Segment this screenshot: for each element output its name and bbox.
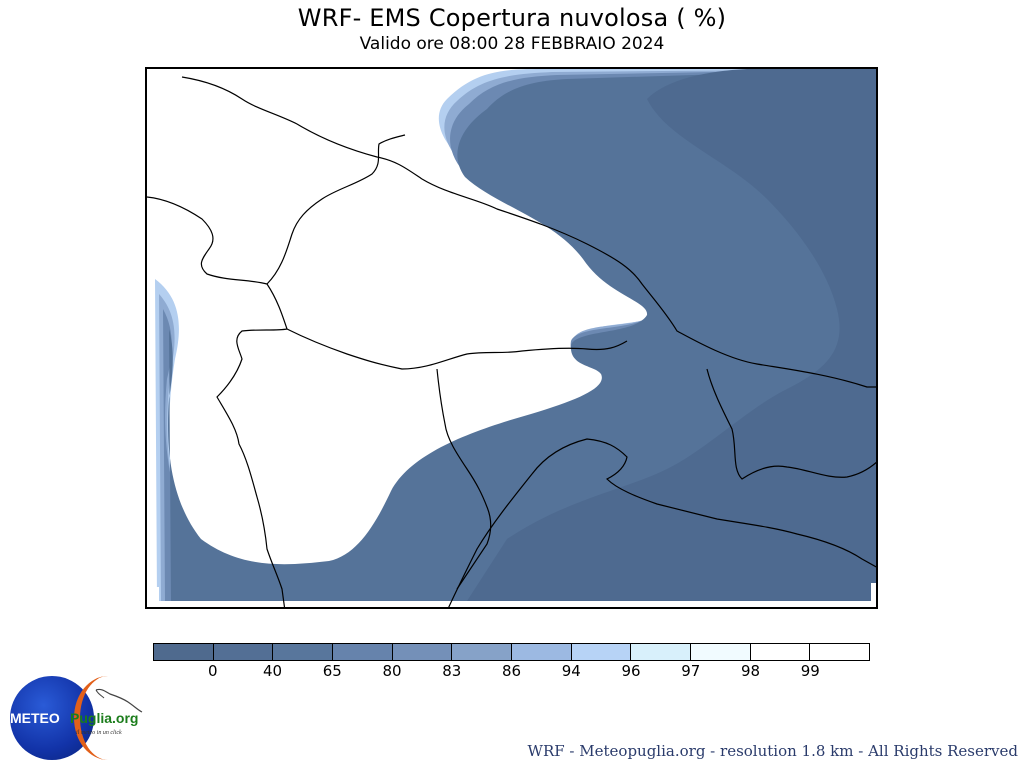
legend-swatch bbox=[512, 644, 572, 660]
legend-tick-label: 40 bbox=[262, 662, 283, 680]
logo-word-puglia: Puglia.org bbox=[70, 710, 139, 726]
bottom-right-gap bbox=[871, 583, 876, 607]
legend-tick-label: 86 bbox=[501, 662, 522, 680]
legend-swatch bbox=[213, 644, 274, 660]
legend-swatch bbox=[452, 644, 513, 660]
bottom-left-gap bbox=[147, 587, 159, 607]
coast-east bbox=[706, 368, 876, 480]
border-a bbox=[147, 196, 628, 370]
legend-swatch bbox=[691, 644, 751, 660]
legend-tick-labels: 0 40 65 80 83 86 94 96 97 98 99 bbox=[153, 662, 870, 682]
coastlines-borders bbox=[147, 76, 876, 607]
legend-tick-label: 83 bbox=[442, 662, 462, 680]
cloud-cover-layers bbox=[155, 69, 876, 601]
chart-title: WRF- EMS Copertura nuvolosa ( %) bbox=[297, 4, 727, 32]
border-c bbox=[216, 328, 288, 607]
legend-tick-label: 98 bbox=[740, 662, 761, 680]
legend-colorbar bbox=[153, 643, 870, 661]
legend-swatch bbox=[392, 644, 453, 660]
coastline-south bbox=[448, 438, 876, 607]
legend-swatch bbox=[631, 644, 692, 660]
legend-swatch bbox=[154, 644, 214, 660]
legend-tick-label: 94 bbox=[561, 662, 581, 680]
legend-tick-label: 65 bbox=[322, 662, 342, 680]
chart-subtitle: Valido ore 08:00 28 FEBBRAIO 2024 bbox=[359, 34, 665, 54]
legend-tick-label: 97 bbox=[681, 662, 701, 680]
legend-tick-label: 0 bbox=[207, 662, 218, 680]
coastline-north bbox=[181, 76, 876, 388]
cloud-dense-area bbox=[467, 69, 876, 601]
legend-tick-label: 96 bbox=[621, 662, 641, 680]
meteopuglia-logo: METEO Puglia.org il meteo in un click bbox=[6, 676, 146, 762]
footer-credits: WRF - Meteopuglia.org - resolution 1.8 k… bbox=[527, 742, 1018, 760]
cloud-cover-map bbox=[145, 67, 878, 609]
legend-swatch bbox=[571, 644, 632, 660]
logo-word-meteo: METEO bbox=[10, 710, 60, 726]
legend-tick-label: 99 bbox=[800, 662, 820, 680]
puglia-outline-icon bbox=[95, 688, 143, 713]
legend-swatch bbox=[333, 644, 393, 660]
legend-swatch bbox=[273, 644, 334, 660]
legend-swatch bbox=[810, 644, 870, 660]
legend-swatch bbox=[750, 644, 811, 660]
logo-tagline: il meteo in un click bbox=[76, 730, 122, 736]
logo-orange-arc bbox=[74, 676, 142, 760]
border-d bbox=[436, 368, 492, 590]
border-b bbox=[266, 134, 406, 285]
legend-tick-label: 80 bbox=[382, 662, 402, 680]
map-svg bbox=[147, 69, 876, 607]
